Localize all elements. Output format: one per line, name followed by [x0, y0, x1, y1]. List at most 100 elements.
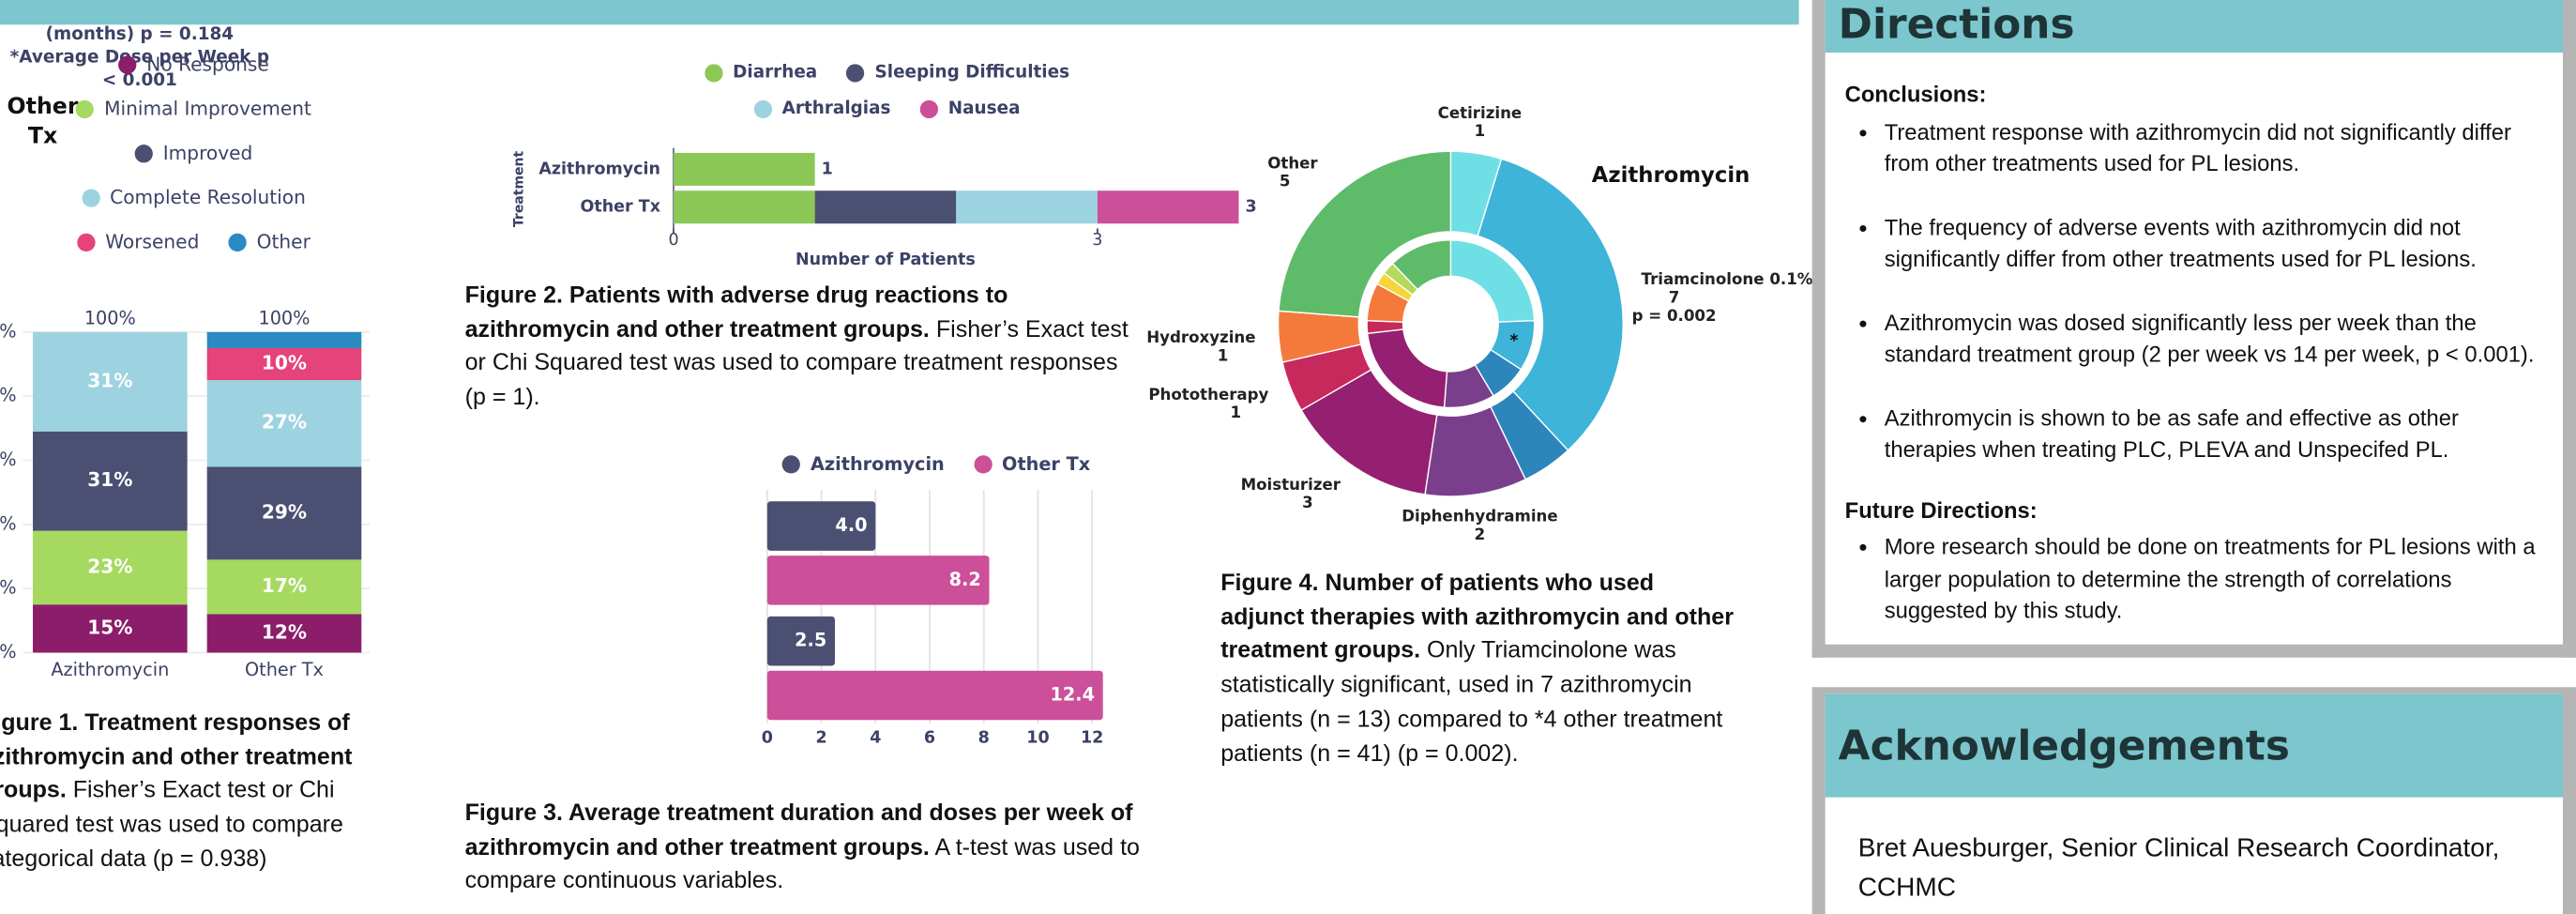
- bar-segment: [206, 347, 362, 381]
- legend-label: Nausea: [947, 99, 1021, 119]
- legend-label: Other Tx: [1002, 453, 1091, 476]
- caption: Figure 4. Number of patients who used ad…: [1220, 567, 1738, 771]
- y-tick-label: 60%: [0, 449, 17, 470]
- x-axis-label: Number of Patients: [796, 251, 976, 269]
- legend-swatch: [919, 99, 939, 118]
- ack-panel: Acknowledgements Bret Auesburger, Senior…: [1811, 687, 2576, 914]
- slice-label: Phototherapy: [1148, 386, 1268, 404]
- bar-segment: [956, 190, 1098, 224]
- bar-segment: [674, 152, 815, 186]
- legend-item: Arthralgias: [753, 99, 890, 118]
- center-label: Other Tx: [7, 93, 79, 150]
- x-tick-label: 6: [924, 729, 935, 748]
- legend-swatch: [705, 63, 723, 82]
- bar-segment: [206, 559, 362, 615]
- legend: Diarrhea Sleeping Difficulties Arthralgias…: [624, 62, 1149, 119]
- legend-item: Sleeping Difficulties: [846, 62, 1070, 83]
- x-tick-label: 12: [1081, 729, 1103, 748]
- ack-title: Acknowledgements: [1825, 693, 2563, 798]
- future-title: Future Directions:: [1844, 496, 2038, 523]
- caption: Figure 2. Patients with adverse drug rea…: [465, 280, 1139, 416]
- legend-label: Other: [256, 230, 311, 253]
- legend-row: Minimal Improvement: [76, 97, 311, 120]
- bullet: Azithromycin was dosed significantly les…: [1885, 307, 2550, 371]
- x-tick-label: 0: [668, 231, 678, 250]
- bar: [766, 501, 876, 551]
- value-label: 8.2: [949, 569, 981, 590]
- slice-value: 2: [1475, 526, 1486, 543]
- x-tick-label: 4: [870, 729, 881, 748]
- bar-segment: [206, 466, 362, 560]
- annotation: p = 0.002: [1632, 307, 1717, 325]
- caption-text: Fisher’s Exact test or Chi Squared test …: [0, 778, 343, 873]
- value-label: 17%: [262, 574, 307, 597]
- value-label: 27%: [262, 411, 307, 434]
- caption-title: Figure 4. Number of patients who used ad…: [1220, 570, 1734, 665]
- legend-item: No Response: [118, 53, 269, 76]
- caption-title: Figure 3. Average treatment duration and…: [464, 800, 1133, 861]
- y-tick-label: Other Tx: [580, 198, 660, 217]
- legend-label: Improved: [162, 141, 253, 165]
- caption: Figure 1. Treatment responses of azithro…: [0, 707, 374, 876]
- bullet: Treatment response with azithromycin did…: [1885, 116, 2550, 180]
- y-tick-label: 20%: [0, 577, 17, 599]
- legend-item: Worsened: [77, 230, 199, 253]
- slice-value: 1: [1218, 346, 1229, 364]
- x-tick-label: 8: [978, 729, 990, 748]
- legend-label: Sleeping Difficulties: [874, 62, 1070, 83]
- bullet: Azithromycin is shown to be as safe and …: [1885, 402, 2550, 465]
- total-label: 1: [822, 160, 833, 178]
- legend: Azithromycin Other Tx: [690, 453, 1183, 475]
- donut-segment: [1477, 158, 1624, 451]
- slice-label: Moisturizer: [1241, 476, 1341, 494]
- legend-row: No Response: [118, 53, 269, 76]
- value-label: 15%: [87, 616, 132, 638]
- bar-segment: [33, 604, 188, 653]
- caption-title: Figure 2. Patients with adverse drug rea…: [464, 282, 1008, 343]
- slice-label: Other: [1267, 154, 1318, 172]
- bar: [766, 616, 836, 666]
- ack-text: Bret Auesburger, Senior Clinical Researc…: [1857, 834, 2500, 903]
- conclusions-list: Treatment response with azithromycin did…: [1845, 116, 2550, 466]
- value-label: 29%: [262, 500, 307, 523]
- slice-value: 1: [1475, 122, 1486, 140]
- future-list: More research should be done on treatmen…: [1845, 531, 2550, 627]
- bullet: The frequency of adverse events with azi…: [1885, 211, 2550, 275]
- legend-label: Minimal Improvement: [104, 97, 311, 120]
- directions-panel: Directions Conclusions: Treatment respon…: [1811, 0, 2576, 658]
- legend-swatch: [77, 232, 96, 251]
- slice-label: Hydroxyzine: [1146, 328, 1255, 346]
- bar-segment: [814, 190, 957, 224]
- x-tick-label: 2: [815, 729, 826, 748]
- total-label: 100%: [258, 307, 310, 328]
- directions-body: Conclusions: Treatment response with azi…: [1826, 53, 2563, 627]
- legend-row: Improved: [134, 141, 253, 165]
- directions-title: Directions: [1825, 0, 2563, 53]
- y-tick-label: 0%: [0, 641, 17, 663]
- bullet: More research should be done on treatmen…: [1885, 531, 2550, 627]
- y-tick-label: *Average Dose per Week p < 0.001: [9, 47, 270, 91]
- conclusions-title: Conclusions:: [1844, 82, 1987, 107]
- legend-item: Other Tx: [974, 453, 1090, 475]
- center-hole: [1404, 278, 1497, 371]
- legend-row: Azithromycin Other Tx: [782, 453, 1090, 475]
- caption-text: A t-test was used to compare continuous …: [464, 834, 1140, 895]
- legend-row: Worsened Other: [77, 230, 311, 253]
- x-tick-label: 10: [1026, 729, 1049, 748]
- legend-row: Arthralgias Nausea: [753, 99, 1021, 119]
- caption-title: Figure 1. Treatment responses of azithro…: [0, 709, 353, 805]
- value-label: *: [1509, 332, 1518, 351]
- bar: [766, 556, 990, 605]
- x-tick-label: Azithromycin: [51, 659, 169, 680]
- legend-item: Minimal Improvement: [76, 97, 311, 120]
- bar-segment: [674, 190, 815, 224]
- legend-item: Complete Resolution: [82, 186, 306, 208]
- x-tick-label: Other Tx: [245, 659, 324, 680]
- legend-item: Other: [228, 230, 311, 253]
- slice-value: 5: [1280, 173, 1291, 190]
- value-label: 2.5: [795, 630, 826, 651]
- bar-segment: [1097, 190, 1239, 224]
- legend-swatch: [134, 144, 154, 162]
- donut-segment: [1278, 150, 1452, 318]
